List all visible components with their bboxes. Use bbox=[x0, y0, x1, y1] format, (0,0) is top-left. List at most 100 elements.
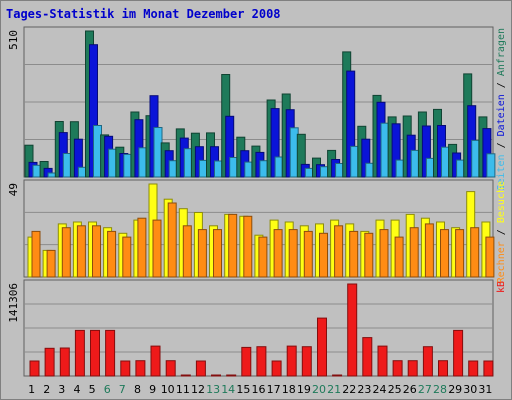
x-tick-label-day-11: 11 bbox=[176, 383, 190, 396]
kb-bar-kb-day-16 bbox=[256, 346, 267, 377]
kb-bar-kb-day-12 bbox=[195, 360, 206, 377]
visits-bar-rechner-day-17 bbox=[273, 229, 283, 278]
x-tick-label-day-16: 16 bbox=[252, 383, 266, 396]
kb-bar-kb-day-30 bbox=[468, 360, 479, 377]
x-tick-label-day-8: 8 bbox=[134, 383, 141, 396]
x-tick-label-day-2: 2 bbox=[43, 383, 50, 396]
visits-bar-rechner-day-3 bbox=[61, 227, 71, 278]
kb-bar-kb-day-5 bbox=[90, 329, 100, 377]
kb-bar-kb-day-7 bbox=[120, 360, 131, 377]
kb-bar-kb-day-29 bbox=[453, 329, 464, 377]
hits-side-label-part: Dateien bbox=[496, 94, 507, 136]
x-tick-label-day-31: 31 bbox=[478, 383, 492, 396]
visits-bar-rechner-day-24 bbox=[379, 229, 389, 278]
kb-bar-kb-day-13 bbox=[211, 374, 221, 377]
kb-bar-kb-day-28 bbox=[438, 360, 448, 377]
kb-bar-kb-day-22 bbox=[347, 283, 358, 377]
kb-bar-kb-day-8 bbox=[135, 360, 146, 377]
kb-bar-kb-day-21 bbox=[332, 374, 343, 377]
x-tick-label-day-23: 23 bbox=[357, 383, 371, 396]
visits-bar-rechner-day-23 bbox=[364, 232, 374, 278]
kb-bar-kb-day-26 bbox=[407, 360, 418, 377]
kb-bar-kb-day-25 bbox=[392, 360, 403, 377]
visits-bar-rechner-day-7 bbox=[122, 236, 132, 278]
x-tick-label-day-18: 18 bbox=[282, 383, 296, 396]
visits-bar-rechner-day-16 bbox=[258, 236, 268, 278]
x-tick-label-day-25: 25 bbox=[388, 383, 402, 396]
visits-side-label-part: / bbox=[496, 223, 507, 241]
x-tick-label-day-4: 4 bbox=[74, 383, 81, 396]
kb-bar-kb-day-2 bbox=[44, 347, 55, 377]
kb-bar-kb-day-10 bbox=[165, 360, 176, 377]
visits-bar-rechner-day-12 bbox=[197, 229, 207, 278]
visits-bar-rechner-day-8 bbox=[137, 217, 147, 278]
visits-bar-rechner-day-20 bbox=[319, 232, 328, 278]
kb-bar-kb-day-31 bbox=[483, 360, 494, 377]
visits-bar-rechner-day-13 bbox=[213, 229, 222, 278]
visits-bar-rechner-day-18 bbox=[288, 229, 298, 278]
x-tick-label-day-7: 7 bbox=[119, 383, 126, 396]
visits-bar-rechner-day-28 bbox=[440, 229, 449, 278]
visits-bar-rechner-day-14 bbox=[228, 213, 238, 278]
hits-ymax-label: 510 bbox=[7, 30, 20, 50]
x-tick-label-day-22: 22 bbox=[342, 383, 356, 396]
visits-bar-rechner-day-5 bbox=[92, 225, 101, 278]
x-tick-label-day-15: 15 bbox=[236, 383, 250, 396]
kb-bar-kb-day-18 bbox=[286, 345, 297, 377]
x-tick-label-day-30: 30 bbox=[463, 383, 477, 396]
hits-side-label-part: / bbox=[496, 76, 507, 94]
hits-side-label-part: Anfragen bbox=[496, 28, 507, 76]
x-tick-label-day-29: 29 bbox=[448, 383, 462, 396]
x-tick-label-day-5: 5 bbox=[89, 383, 96, 396]
x-tick-label-day-12: 12 bbox=[191, 383, 205, 396]
visits-bar-rechner-day-27 bbox=[424, 223, 434, 278]
kb-bar-kb-day-23 bbox=[362, 337, 373, 377]
visits-bar-rechner-day-30 bbox=[470, 227, 480, 278]
kb-bar-kb-day-14 bbox=[226, 374, 237, 377]
kb-bar-kb-day-1 bbox=[29, 360, 40, 377]
visits-bar-rechner-day-21 bbox=[334, 225, 344, 278]
page-title: Tages-Statistik im Monat Dezember 2008 bbox=[6, 7, 281, 21]
x-tick-label-day-21: 21 bbox=[327, 383, 341, 396]
visits-bar-rechner-day-26 bbox=[409, 227, 419, 278]
visits-ymax-label: 49 bbox=[7, 183, 20, 196]
x-tick-label-day-28: 28 bbox=[433, 383, 447, 396]
visits-bar-rechner-day-19 bbox=[303, 230, 313, 278]
kb-bar-kb-day-27 bbox=[422, 346, 433, 377]
kb-side-label-part: kB bbox=[496, 281, 507, 293]
x-tick-label-day-17: 17 bbox=[267, 383, 281, 396]
visits-bar-rechner-day-2 bbox=[46, 249, 56, 278]
kb-side-label: kB bbox=[496, 281, 507, 293]
kb-bar-kb-day-6 bbox=[105, 329, 116, 377]
kb-bar-kb-day-9 bbox=[150, 345, 161, 377]
visits-bar-rechner-day-10 bbox=[167, 202, 177, 278]
visits-bar-rechner-day-29 bbox=[455, 229, 465, 278]
x-tick-label-day-19: 19 bbox=[297, 383, 311, 396]
visits-bar-rechner-day-4 bbox=[76, 225, 86, 278]
visits-bar-rechner-day-31 bbox=[485, 236, 495, 278]
kb-bar-kb-day-15 bbox=[241, 346, 252, 377]
visits-bar-rechner-day-11 bbox=[182, 225, 192, 278]
x-tick-label-day-1: 1 bbox=[28, 383, 35, 396]
x-tick-label-day-20: 20 bbox=[312, 383, 326, 396]
x-tick-label-day-9: 9 bbox=[149, 383, 156, 396]
kb-bar-kb-day-4 bbox=[74, 329, 85, 377]
hits-bar-seiten-day-31 bbox=[486, 153, 496, 178]
x-tick-label-day-3: 3 bbox=[58, 383, 65, 396]
x-tick-label-day-14: 14 bbox=[221, 383, 235, 396]
x-tick-label-day-6: 6 bbox=[104, 383, 111, 396]
hits-side-label-part: Seiten bbox=[496, 154, 507, 190]
visits-bar-rechner-day-1 bbox=[31, 230, 41, 278]
kb-ymax-label: 141306 bbox=[7, 283, 20, 323]
x-tick-label-day-27: 27 bbox=[418, 383, 432, 396]
kb-bar-kb-day-24 bbox=[377, 345, 388, 377]
visits-bar-rechner-day-9 bbox=[152, 219, 162, 278]
visits-side-label: Rechner / Besuche bbox=[496, 181, 507, 283]
x-tick-label-day-10: 10 bbox=[161, 383, 175, 396]
kb-bar-kb-day-3 bbox=[59, 347, 70, 377]
visits-bar-rechner-day-25 bbox=[394, 236, 404, 278]
x-tick-label-day-24: 24 bbox=[373, 383, 387, 396]
kb-bar-kb-day-20 bbox=[317, 317, 327, 377]
kb-bar-kb-day-19 bbox=[301, 346, 312, 377]
